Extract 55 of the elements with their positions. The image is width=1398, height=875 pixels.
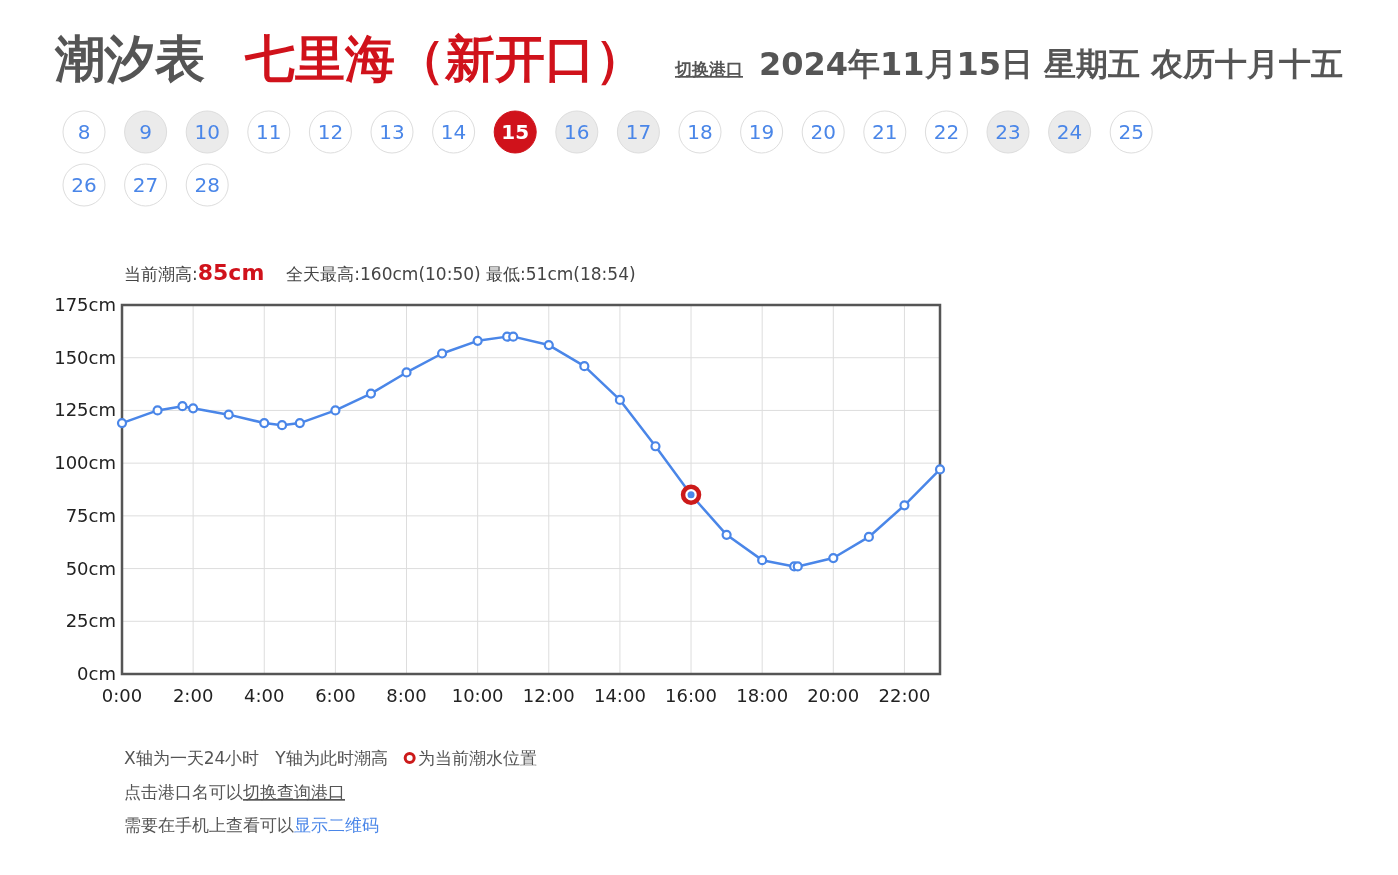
x-tick-label: 22:00 (878, 685, 931, 706)
text: 85cm (197, 260, 265, 285)
x-tick-label: 20:00 (807, 685, 860, 706)
text: 切换港口 (674, 59, 743, 79)
x-tick-label: 2:00 (172, 685, 214, 706)
x-tick-label: 8:00 (386, 685, 427, 706)
text: 为当前潮水位置 (417, 748, 537, 768)
text: 23 (995, 120, 1021, 144)
y-tick-label: 150cm (54, 346, 116, 368)
text: 显示二维码 (294, 815, 379, 835)
y-tick-label: 50cm (65, 557, 116, 579)
text: 27 (132, 173, 159, 197)
text: 当前潮高: (124, 264, 198, 284)
y-tick-label: 25cm (65, 610, 116, 632)
text: Y轴为此时潮高 (274, 748, 388, 768)
x-tick-label: 4:00 (244, 685, 285, 706)
x-tick-label: 10:00 (451, 685, 504, 706)
text: 8 (77, 120, 91, 144)
x-tick-label: 12:00 (522, 685, 575, 706)
x-tick-label: 16:00 (665, 685, 717, 706)
text: 18 (687, 120, 713, 144)
text: 切换查询港口 (243, 782, 345, 802)
x-tick-label: 18:00 (736, 685, 789, 706)
text: 需要在手机上查看可以 (124, 815, 294, 835)
text: 16 (564, 120, 590, 144)
y-tick-label: 75cm (65, 504, 116, 526)
text: 点击港口名可以 (124, 782, 243, 802)
y-tick-label: 175cm (54, 294, 116, 315)
text: 2024年11月15日 星期五 农历十月十五 (759, 45, 1344, 83)
text: 17 (625, 120, 652, 144)
y-tick-label: 100cm (54, 452, 116, 474)
text: 25 (1118, 120, 1144, 144)
text: 14 (440, 120, 467, 144)
text: 12 (317, 120, 344, 144)
text: 28 (194, 173, 220, 197)
x-tick-label: 6:00 (315, 685, 356, 706)
x-tick-label: 0:00 (101, 685, 143, 706)
text: 9 (139, 120, 152, 144)
text: 10 (194, 120, 220, 144)
text: 19 (748, 120, 775, 144)
text: 15 (501, 120, 530, 144)
text: 22 (933, 120, 960, 144)
text: 11 (256, 120, 282, 144)
text: 26 (71, 173, 97, 197)
text: 24 (1056, 120, 1083, 144)
text: 20 (810, 120, 836, 144)
y-tick-label: 0cm (77, 663, 116, 684)
y-tick-label: 125cm (54, 399, 116, 421)
text: X轴为一天24小时 (124, 748, 260, 768)
chart-subtitle: 七里海（新开口） (244, 30, 645, 88)
text: 21 (872, 120, 898, 144)
text: 13 (379, 120, 405, 144)
x-tick-label: 14:00 (593, 685, 646, 706)
text: 全天最高:160cm(10:50) 最低:51cm(18:54) (286, 264, 636, 284)
chart-title: 潮汐表 (54, 30, 205, 88)
